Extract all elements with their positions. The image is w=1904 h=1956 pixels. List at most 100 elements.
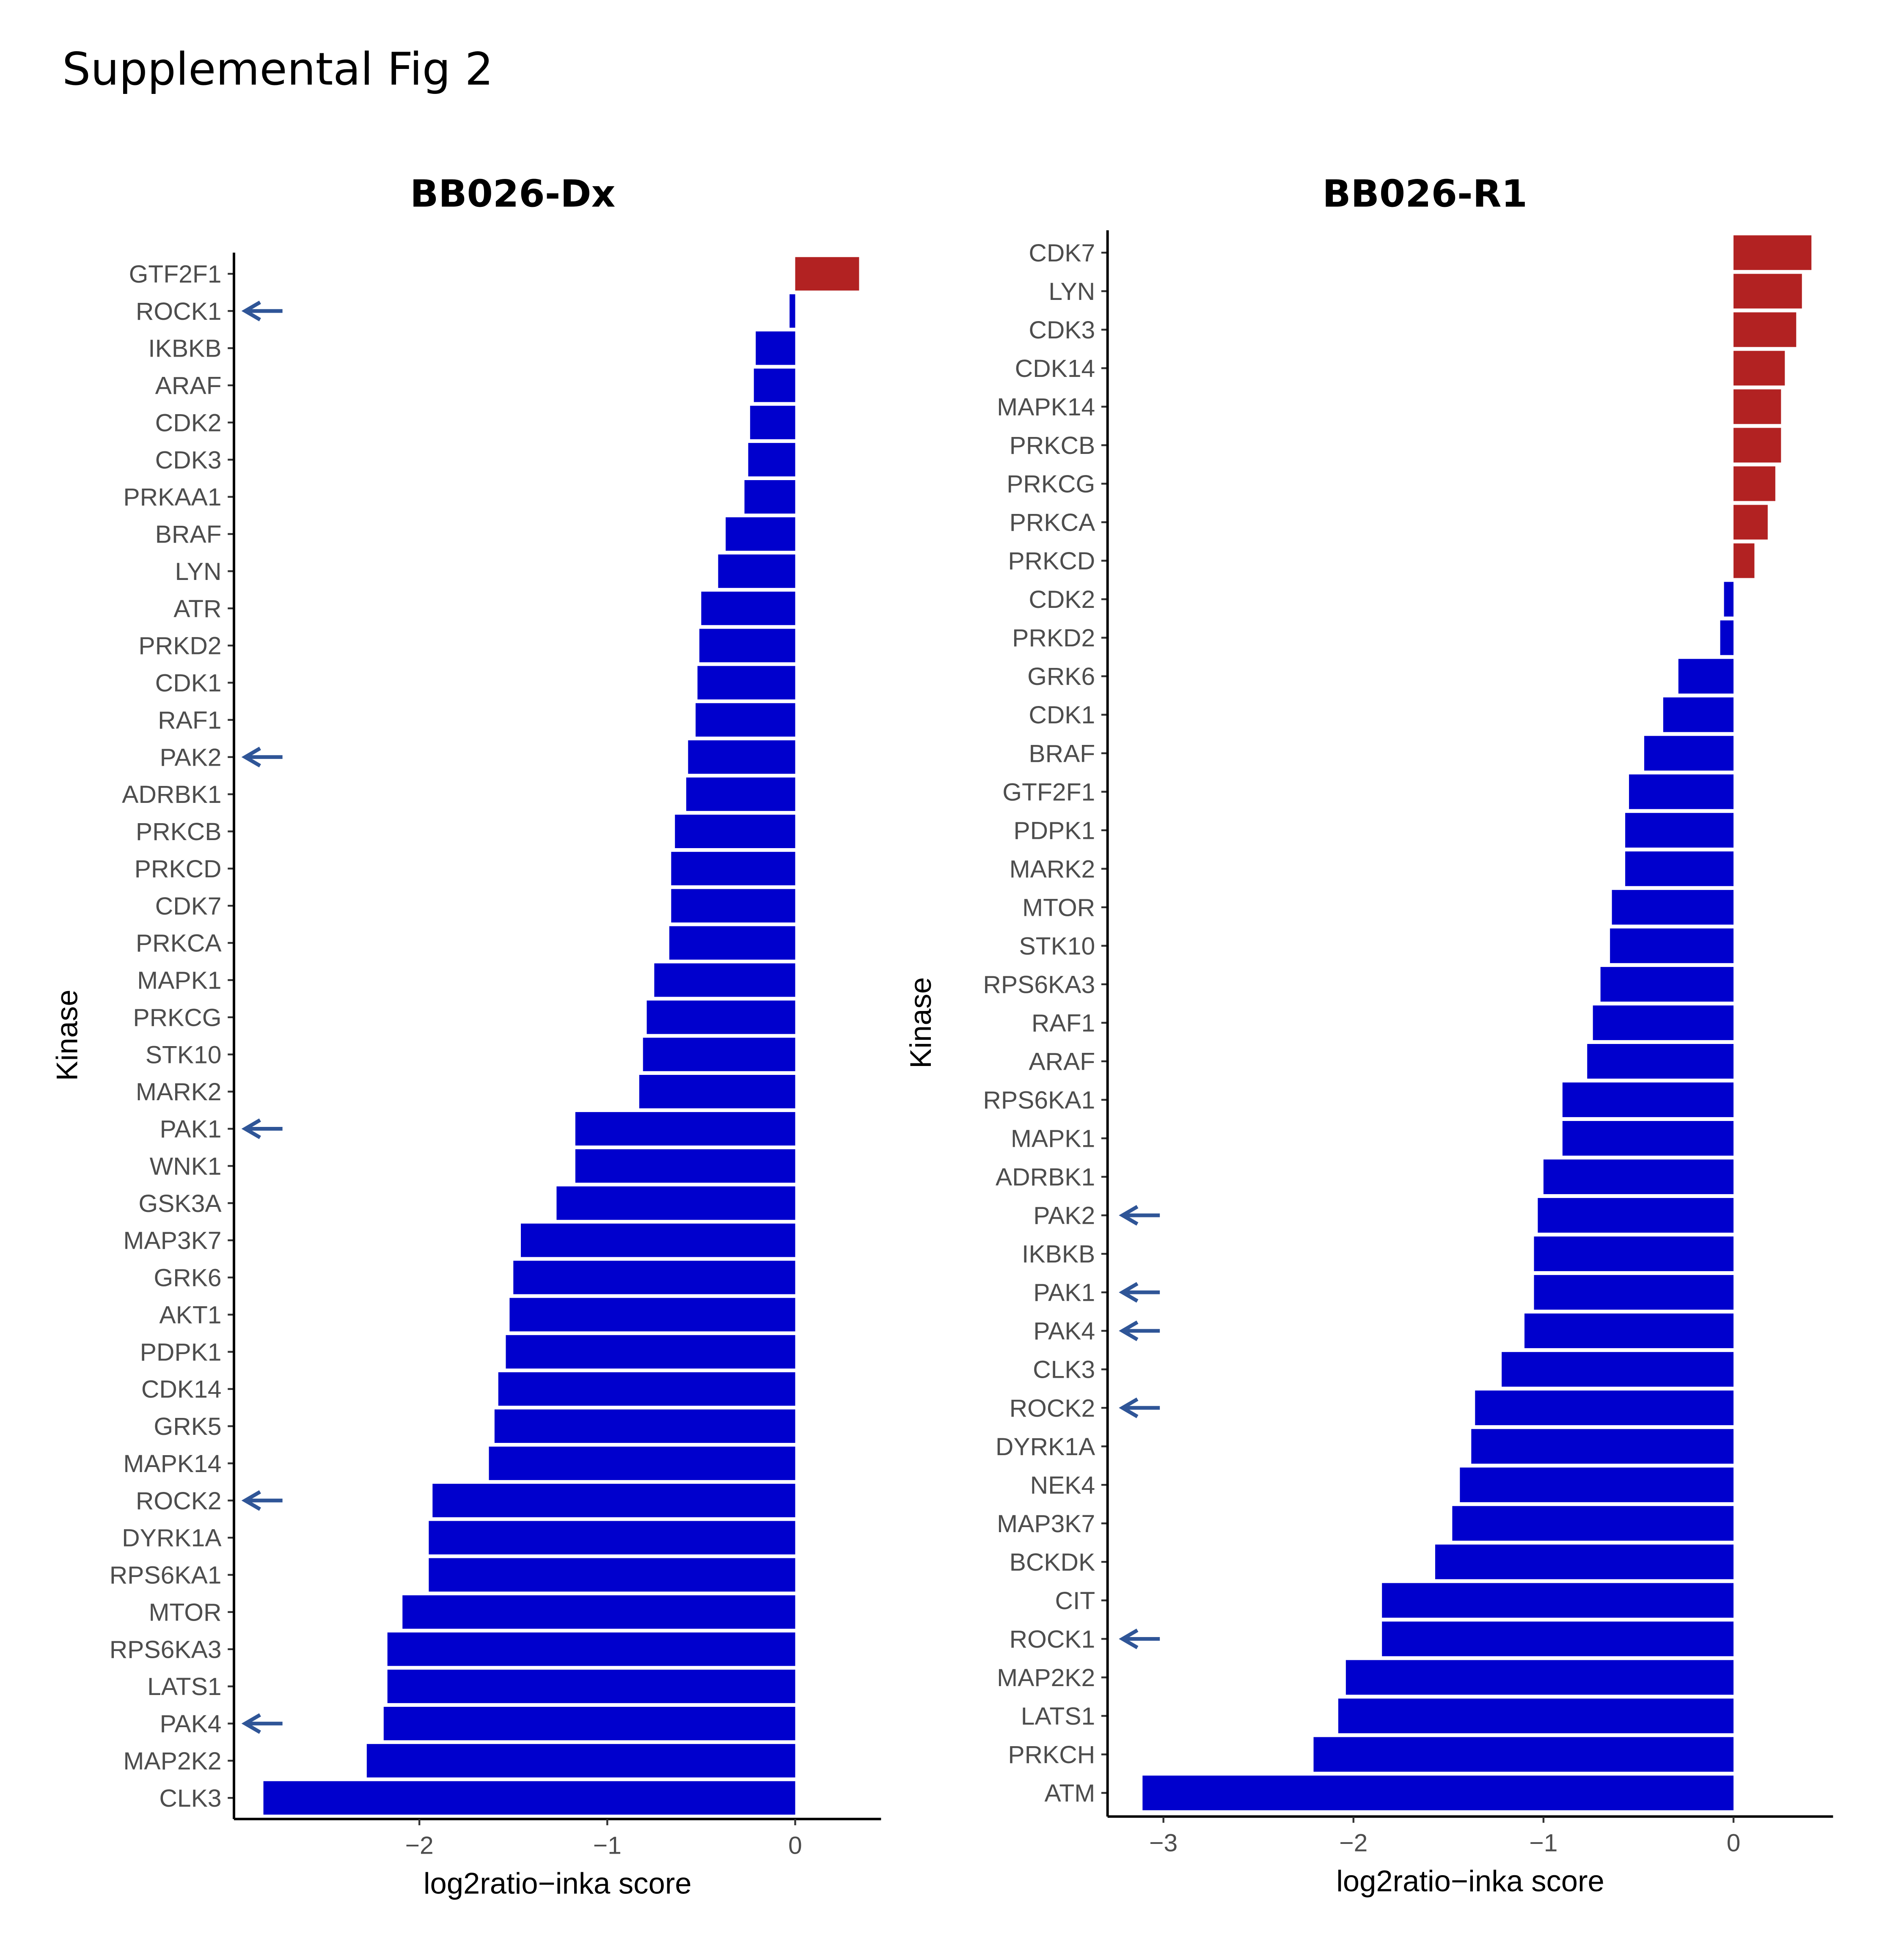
bar-lyn [718, 554, 795, 588]
y-tick-label: CDK2 [155, 409, 222, 437]
y-tick-label: RPS6KA3 [983, 971, 1095, 998]
bar-araf [754, 368, 795, 402]
y-tick-label: MTOR [1022, 894, 1095, 921]
bar-grk5 [494, 1409, 795, 1443]
y-tick-label: RAF1 [1032, 1009, 1095, 1037]
bar-lats1 [1338, 1698, 1734, 1733]
bar-mtor [1612, 890, 1734, 925]
bar-prkca [1733, 505, 1768, 540]
y-tick-label: CDK7 [155, 893, 222, 920]
y-tick-label: STK10 [1019, 932, 1095, 960]
y-tick-label: ROCK2 [136, 1487, 222, 1515]
y-tick-label: CDK1 [155, 670, 222, 697]
bar-map3k7 [521, 1223, 795, 1257]
y-tick-label: STK10 [146, 1041, 222, 1069]
bar-mapk1 [1562, 1121, 1734, 1156]
bar-pak4 [383, 1706, 795, 1741]
y-tick-label: CDK2 [1029, 586, 1095, 613]
bar-cdk3 [1733, 312, 1797, 347]
arrow-head [241, 1490, 261, 1511]
arrow-head [241, 747, 261, 768]
y-tick-label: MAPK1 [137, 967, 221, 994]
bar-clk3 [1502, 1352, 1734, 1387]
bar-stk10 [643, 1038, 795, 1071]
bar-prkcb [675, 814, 795, 848]
bar-rock1 [790, 294, 795, 328]
bar-rps6ka3 [1600, 967, 1734, 1002]
y-tick-label: GTF2F1 [129, 261, 222, 288]
y-tick-label: CLK3 [159, 1785, 221, 1812]
bar-prkd2 [699, 629, 795, 662]
bar-adrbk1 [686, 777, 795, 811]
y-tick-label: PRKCD [135, 855, 222, 883]
bar-pak4 [1524, 1313, 1734, 1349]
bar-prkca [669, 926, 795, 960]
bar-rps6ka1 [1562, 1082, 1734, 1117]
bar-grk6 [513, 1261, 795, 1294]
bar-prkch [1313, 1737, 1734, 1772]
bar-atr [701, 591, 795, 625]
y-tick-label: PAK2 [1033, 1202, 1095, 1230]
bar-mapk14 [489, 1446, 795, 1480]
bar-pdpk1 [506, 1335, 795, 1369]
bar-dyrk1a [1471, 1429, 1734, 1464]
bar-cdk1 [1663, 697, 1734, 732]
bar-prkcb [1733, 428, 1781, 463]
y-tick-label: PRKCH [1008, 1741, 1095, 1769]
y-tick-label: ROCK2 [1010, 1395, 1095, 1422]
bar-akt1 [509, 1298, 795, 1332]
y-tick-label: IKBKB [1022, 1241, 1095, 1268]
y-tick-label: ROCK1 [1010, 1626, 1095, 1653]
y-tick-label: NEK4 [1030, 1472, 1095, 1499]
x-tick-label: 0 [788, 1832, 802, 1860]
y-tick-label: GRK6 [154, 1264, 221, 1292]
bar-mapk1 [654, 963, 795, 997]
bar-cdk7 [671, 889, 795, 923]
y-tick-label: CDK3 [1029, 316, 1095, 344]
bar-map2k2 [366, 1744, 795, 1777]
arrow-icon [241, 1713, 283, 1734]
y-tick-label: MAP3K7 [123, 1227, 221, 1255]
y-tick-label: PAK1 [1033, 1279, 1095, 1307]
y-tick-label: CDK7 [1029, 239, 1095, 267]
bar-gtf2f1 [795, 257, 859, 291]
arrow-head [1119, 1628, 1139, 1649]
y-tick-label: MARK2 [136, 1078, 222, 1106]
y-tick-label: IKBKB [148, 335, 221, 363]
bar-pak1 [1534, 1275, 1734, 1310]
y-tick-label: RPS6KA3 [110, 1636, 222, 1663]
x-axis-title: log2ratio−inka score [1336, 1864, 1604, 1898]
bar-map2k2 [1345, 1660, 1734, 1695]
y-tick-label: MAPK1 [1011, 1125, 1095, 1153]
x-tick-label: −2 [1339, 1830, 1367, 1857]
bar-bckdk [1435, 1544, 1734, 1580]
bar-cdk2 [750, 406, 795, 440]
y-tick-label: CDK14 [1015, 355, 1095, 382]
x-tick-label: 0 [1727, 1830, 1741, 1857]
bar-braf [726, 517, 795, 551]
arrow-icon [241, 300, 283, 321]
y-tick-label: ROCK1 [136, 298, 222, 325]
y-tick-label: MAP3K7 [997, 1510, 1095, 1538]
bar-araf [1587, 1044, 1734, 1079]
y-tick-label: GSK3A [138, 1190, 222, 1217]
arrow-head [1119, 1282, 1139, 1303]
y-tick-label: PRKCG [1007, 470, 1095, 498]
arrow-head [241, 1713, 261, 1734]
bar-cdk3 [748, 443, 795, 477]
bar-lats1 [387, 1670, 795, 1703]
y-tick-label: LATS1 [147, 1673, 221, 1701]
y-tick-label: MAP2K2 [997, 1664, 1095, 1692]
y-tick-label: GRK6 [1027, 663, 1095, 690]
bar-pak1 [575, 1112, 795, 1146]
chart-title: BB026-Dx [410, 172, 615, 215]
y-tick-label: PDPK1 [140, 1338, 222, 1366]
y-tick-label: ARAF [1029, 1048, 1095, 1076]
panel-bb026-dx: BB026-Dx GTF2F1 ROCK1 IKBKB ARAF CDK2 CDK3 PRKA… [50, 172, 881, 1900]
bar-adrbk1 [1543, 1159, 1734, 1194]
y-tick-label: ATM [1044, 1780, 1095, 1807]
bar-raf1 [696, 703, 795, 737]
y-tick-label: PRKD2 [1012, 624, 1095, 652]
arrow-head [241, 300, 261, 321]
bar-prkd2 [1720, 620, 1734, 655]
